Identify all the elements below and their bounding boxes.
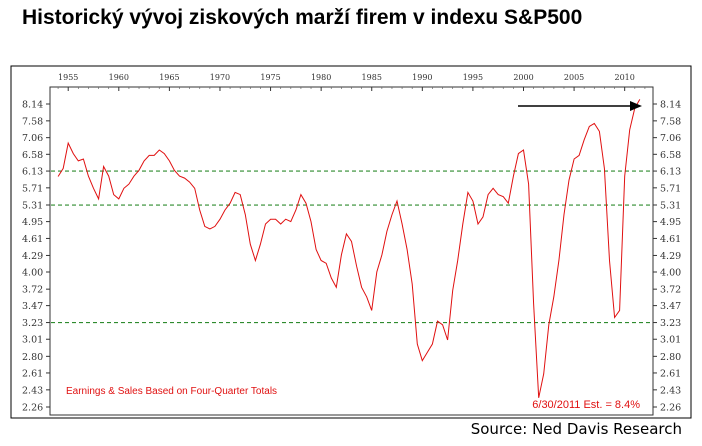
plot-area (49, 86, 654, 416)
arrow-head-icon (630, 101, 642, 111)
y-tick-label-right: 7.06 (660, 133, 681, 144)
y-tick-label-left: 4.00 (22, 268, 43, 279)
y-tick-label-right: 4.00 (660, 268, 681, 279)
y-tick-label-right: 4.95 (660, 217, 681, 228)
y-tick-label-left: 2.61 (22, 368, 43, 379)
x-tick-label: 2005 (564, 73, 584, 82)
y-tick-label-left: 5.31 (22, 201, 43, 212)
y-tick-label-right: 8.14 (660, 100, 681, 111)
y-tick-label-right: 6.13 (660, 167, 681, 178)
y-tick-label-left: 3.23 (22, 318, 43, 329)
reference-lines (51, 170, 652, 324)
y-tick-label-right: 4.29 (660, 251, 681, 262)
y-tick-label-left: 3.01 (22, 335, 43, 346)
y-tick-label-left: 4.29 (22, 251, 43, 262)
y-tick-label-left: 6.58 (22, 150, 43, 161)
y-tick-label-left: 7.06 (22, 133, 43, 144)
y-tick-label-left: 2.26 (22, 403, 43, 414)
y-tick-label-right: 2.80 (660, 352, 681, 363)
trend-arrow (518, 101, 642, 111)
y-tick-label-right: 3.72 (660, 285, 681, 296)
estimate-annotation: 6/30/2011 Est. = 8.4% (532, 399, 640, 411)
x-tick-label: 1990 (412, 73, 432, 82)
x-tick-label: 1980 (311, 73, 331, 82)
x-tick-label: 2010 (614, 73, 634, 82)
y-tick-label-right: 2.43 (660, 385, 681, 396)
y-tick-label-right: 5.71 (660, 183, 681, 194)
y-tick-label-left: 2.43 (22, 385, 43, 396)
y-tick-label-right: 6.58 (660, 150, 681, 161)
y-tick-label-right: 3.23 (660, 318, 681, 329)
y-tick-label-left: 4.95 (22, 217, 43, 228)
y-tick-label-left: 3.72 (22, 285, 43, 296)
y-tick-label-right: 3.47 (660, 301, 681, 312)
y-tick-label-left: 4.61 (22, 234, 43, 245)
x-tick-label: 1960 (109, 73, 129, 82)
y-tick-label-left: 6.13 (22, 167, 43, 178)
note-annotation: Earnings & Sales Based on Four-Quarter T… (66, 386, 277, 397)
y-tick-label-left: 5.71 (22, 183, 43, 194)
series-line (57, 99, 641, 398)
chart-title: Historický vývoj ziskových marží firem v… (22, 6, 583, 29)
x-tick-label: 1995 (463, 73, 483, 82)
x-tick-label: 1970 (210, 73, 230, 82)
y-tick-label-left: 7.58 (22, 116, 43, 127)
y-tick-label-right: 5.31 (660, 201, 681, 212)
y-tick-label-left: 3.47 (22, 301, 43, 312)
y-tick-label-right: 3.01 (660, 335, 681, 346)
x-tick-label: 2000 (513, 73, 533, 82)
x-tick-label: 1965 (159, 73, 179, 82)
source-caption: Source: Ned Davis Research (470, 420, 682, 438)
y-tick-label-right: 7.58 (660, 116, 681, 127)
y-tick-label-right: 2.26 (660, 403, 681, 414)
x-axis: 1955 1960 1965 1970 1975 1980 1985 1990 1995 2000… (57, 73, 646, 91)
x-tick-label: 1955 (58, 73, 78, 82)
y-tick-label-left: 8.14 (22, 100, 43, 111)
x-tick-label: 1985 (362, 73, 382, 82)
y-axis-right: 8.14 7.58 7.06 6.58 6.13 5.71 5.31 4.95 4.61 4.29… (653, 100, 681, 414)
y-tick-label-right: 4.61 (660, 234, 681, 245)
y-axis-left: 8.14 7.58 7.06 6.58 6.13 5.71 5.31 4.95 4.61 4.29… (22, 100, 50, 414)
x-tick-label: 1975 (260, 73, 280, 82)
y-tick-label-left: 2.80 (22, 352, 43, 363)
y-tick-label-right: 2.61 (660, 368, 681, 379)
